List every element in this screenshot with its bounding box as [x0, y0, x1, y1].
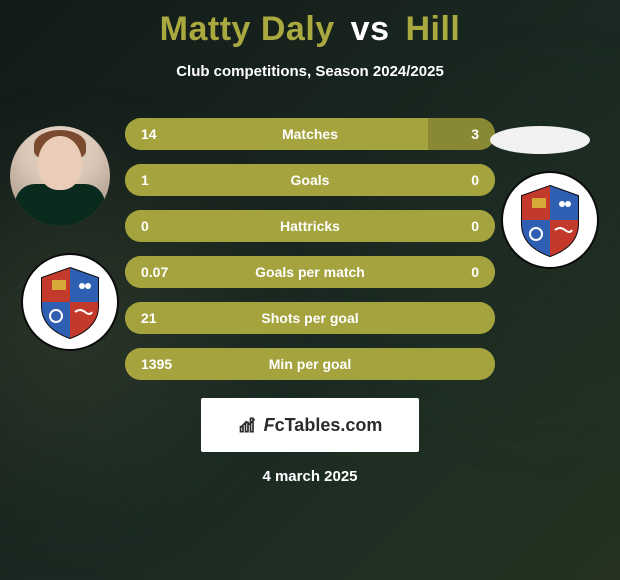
stat-value-left: 0: [141, 218, 149, 234]
comparison-title: Matty Daly vs Hill: [160, 10, 461, 49]
stat-value-right: 0: [471, 264, 479, 280]
player1-avatar: [10, 126, 110, 226]
player2-name: Hill: [405, 10, 460, 48]
stat-label: Matches: [282, 126, 338, 142]
stat-row-goals: 1 Goals 0: [125, 164, 495, 196]
stats-container: 14 Matches 3 1 Goals 0 0 Hattricks 0 0.07 Goals pe…: [125, 118, 495, 380]
stat-label: Goals: [291, 172, 330, 188]
player1-club-crest: [20, 252, 120, 352]
stat-value-left: 0.07: [141, 264, 168, 280]
stat-value-left: 1395: [141, 356, 172, 372]
stat-value-right: 0: [471, 218, 479, 234]
subtitle: Club competitions, Season 2024/2025: [176, 63, 444, 80]
stat-value-left: 21: [141, 310, 157, 326]
logo-text: FcTables.com: [264, 415, 383, 436]
stat-value-right: 3: [471, 126, 479, 142]
stat-label: Hattricks: [280, 218, 340, 234]
stat-fill-right: [428, 118, 495, 150]
stat-value-right: 0: [471, 172, 479, 188]
stat-row-min-per-goal: 1395 Min per goal: [125, 348, 495, 380]
stat-row-matches: 14 Matches 3: [125, 118, 495, 150]
vs-separator: vs: [351, 10, 390, 48]
stat-value-left: 1: [141, 172, 149, 188]
player2-avatar-placeholder: [490, 126, 590, 154]
date-text: 4 march 2025: [262, 468, 357, 485]
stat-value-left: 14: [141, 126, 157, 142]
stat-row-goals-per-match: 0.07 Goals per match 0: [125, 256, 495, 288]
stat-label: Goals per match: [255, 264, 365, 280]
stat-row-hattricks: 0 Hattricks 0: [125, 210, 495, 242]
fctables-logo[interactable]: FcTables.com: [201, 398, 419, 452]
stat-fill-left: [125, 118, 428, 150]
stat-row-shots-per-goal: 21 Shots per goal: [125, 302, 495, 334]
stat-label: Shots per goal: [261, 310, 358, 326]
stat-label: Min per goal: [269, 356, 351, 372]
chart-icon: [238, 415, 258, 435]
player1-name: Matty Daly: [160, 10, 335, 48]
player2-club-crest: [500, 170, 600, 270]
